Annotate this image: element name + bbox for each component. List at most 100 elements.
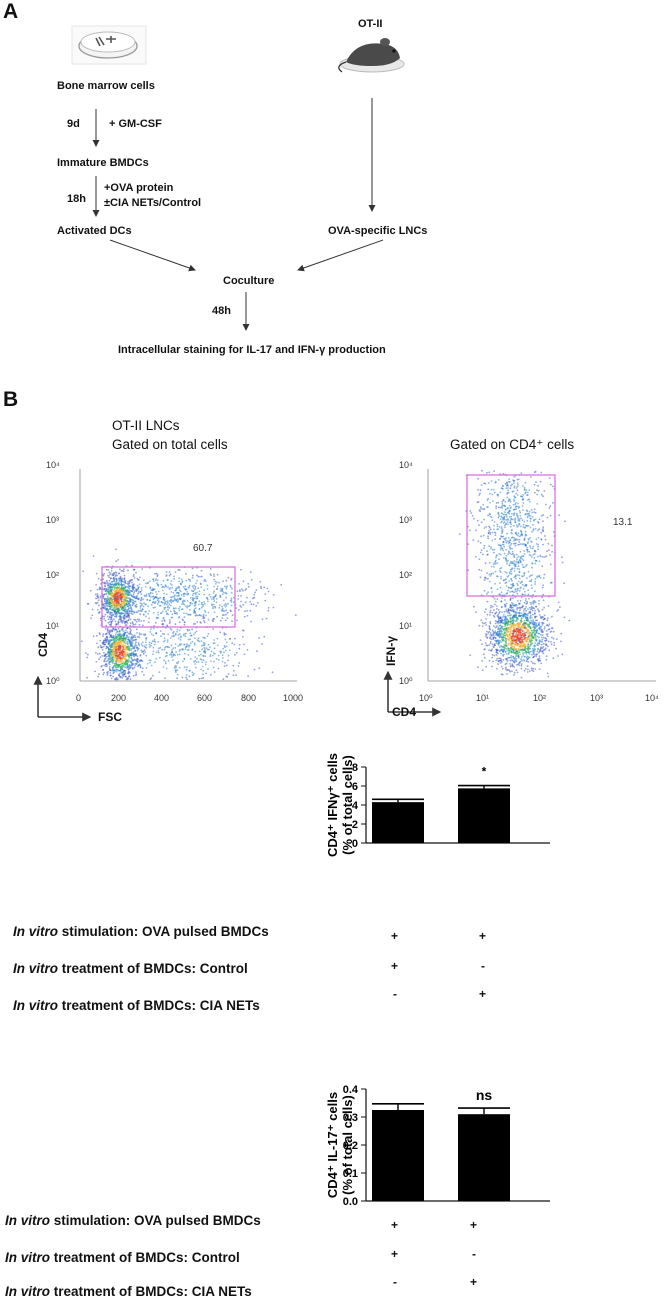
event-dot xyxy=(109,588,111,591)
event-dot xyxy=(113,573,116,575)
event-dot xyxy=(120,579,123,582)
event-dot xyxy=(107,584,110,587)
event-dot xyxy=(107,610,110,613)
event-dot xyxy=(116,600,119,603)
event-dot xyxy=(109,599,112,602)
event-dot xyxy=(108,576,110,579)
event-dot xyxy=(127,592,129,595)
event-dot xyxy=(92,635,95,638)
step2-time: 18h xyxy=(67,193,86,205)
event-dot xyxy=(92,555,95,557)
event-dot xyxy=(123,568,125,571)
event-dot xyxy=(121,621,124,624)
flow-plot-1: 60.7 10⁴ 10³ 10² 10¹ 10⁰ 0 200 400 600 8… xyxy=(33,460,303,724)
event-dot xyxy=(114,620,117,623)
event-dot xyxy=(122,581,125,583)
event-dot xyxy=(140,602,143,605)
event-dot xyxy=(120,598,123,601)
event-dot xyxy=(115,588,118,591)
event-dot xyxy=(118,595,121,597)
event-dot xyxy=(120,620,122,623)
event-dot xyxy=(121,612,124,614)
event-dot xyxy=(110,577,112,580)
event-dot xyxy=(109,582,112,585)
event-dot xyxy=(131,604,134,607)
event-dot xyxy=(139,613,142,616)
event-dot xyxy=(112,586,114,588)
event-dot xyxy=(129,601,132,603)
event-dot xyxy=(106,582,108,585)
event-dot xyxy=(116,606,119,608)
event-dot xyxy=(115,615,118,618)
event-dot xyxy=(105,589,108,591)
event-dot xyxy=(97,577,100,580)
event-dot xyxy=(130,594,133,597)
event-dot xyxy=(107,603,110,605)
event-dot xyxy=(117,572,120,575)
panel-a-diagram xyxy=(71,25,405,331)
event-dot xyxy=(126,605,129,608)
event-dot xyxy=(135,603,138,606)
event-dot xyxy=(123,609,126,612)
event-dot xyxy=(128,588,131,590)
event-dot xyxy=(107,589,110,592)
event-dot xyxy=(96,588,99,591)
event-dot xyxy=(108,629,111,632)
event-dot xyxy=(103,615,106,618)
flow1-title-1: OT-II LNCs xyxy=(112,418,180,433)
event-dot xyxy=(114,586,117,588)
event-dot xyxy=(119,575,122,578)
event-dot xyxy=(113,600,116,603)
event-dot xyxy=(130,612,133,615)
event-dot xyxy=(115,574,117,576)
event-dot xyxy=(117,627,120,630)
mouse-icon xyxy=(338,38,405,73)
event-dot xyxy=(109,612,111,614)
petri-dish-icon xyxy=(71,25,147,65)
event-dot xyxy=(104,582,106,585)
event-dot xyxy=(133,618,136,621)
event-dot xyxy=(123,600,126,602)
event-dot xyxy=(120,615,122,618)
event-dot xyxy=(127,580,130,583)
event-dot xyxy=(94,593,97,596)
step3-time: 48h xyxy=(212,305,231,317)
event-dot xyxy=(115,612,118,615)
event-dot xyxy=(96,609,99,611)
event-dot xyxy=(125,613,127,615)
event-dot xyxy=(115,632,118,634)
event-dot xyxy=(96,601,99,604)
event-dot xyxy=(109,606,112,609)
event-dot xyxy=(128,582,131,584)
event-dot xyxy=(102,588,105,591)
event-dot xyxy=(107,569,110,571)
event-dot xyxy=(106,581,108,584)
event-dot xyxy=(123,574,126,577)
event-dot xyxy=(122,601,124,604)
event-dot xyxy=(98,611,100,614)
event-dot xyxy=(109,621,111,623)
flow1-events xyxy=(80,548,297,681)
event-dot xyxy=(126,586,129,588)
immature-bmdcs-label: Immature BMDCs xyxy=(57,157,149,169)
event-dot xyxy=(129,593,132,595)
event-dot xyxy=(115,603,117,605)
event-dot xyxy=(119,577,122,579)
event-dot xyxy=(123,593,126,596)
event-dot xyxy=(107,586,109,589)
event-dot xyxy=(105,579,108,582)
ova-lnc-label: OVA-specific LNCs xyxy=(328,225,428,237)
event-dot xyxy=(99,587,102,590)
event-dot xyxy=(120,589,123,592)
event-dot xyxy=(130,590,133,593)
event-dot xyxy=(131,647,133,650)
coculture-label: Coculture xyxy=(223,275,275,287)
event-dot xyxy=(103,606,105,609)
ot2-label: OT-II xyxy=(358,18,383,30)
event-dot xyxy=(129,589,131,592)
event-dot xyxy=(108,571,111,574)
event-dot xyxy=(113,618,115,620)
event-dot xyxy=(106,615,109,618)
event-dot xyxy=(103,593,106,596)
event-dot xyxy=(111,591,113,594)
